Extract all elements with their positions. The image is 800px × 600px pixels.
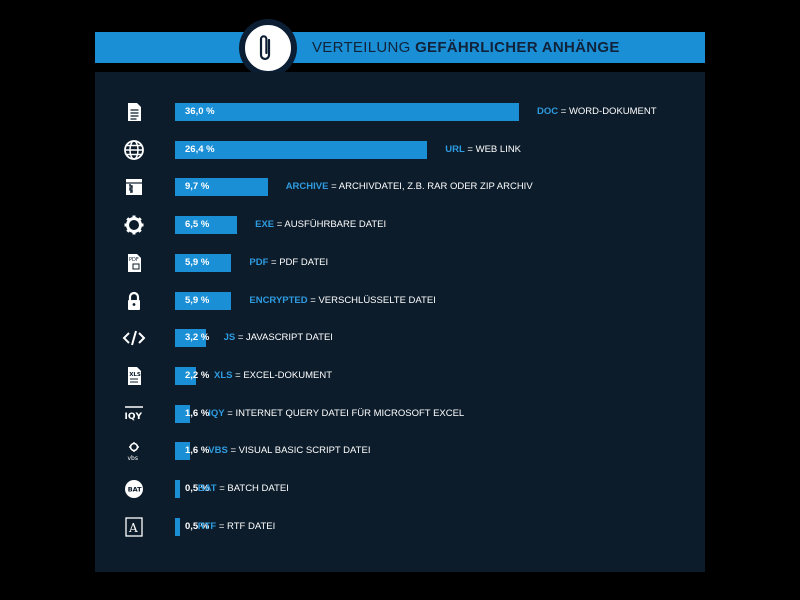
code-icon — [122, 326, 146, 350]
bar — [175, 480, 180, 498]
lock-icon — [122, 289, 146, 313]
category-code: BAT — [197, 483, 217, 494]
category-label: DOC = WORD-DOKUMENT — [537, 103, 657, 121]
category-description: = WORD-DOKUMENT — [558, 106, 657, 117]
iqy-icon: IQY — [122, 402, 146, 426]
bar-value-label: 1,6 % — [185, 445, 210, 457]
archive-icon — [122, 175, 146, 199]
bar — [175, 216, 238, 235]
svg-text:PDF: PDF — [129, 257, 139, 263]
category-code: URL — [445, 143, 465, 155]
category-label: VBS = VISUAL BASIC SCRIPT DATEI — [208, 442, 370, 460]
svg-text:BAT: BAT — [128, 486, 142, 494]
pdf-file-icon: PDF — [122, 251, 146, 275]
gear-icon — [122, 213, 146, 237]
vbs-icon: vbs — [122, 439, 146, 463]
bar-row: A 0,5 % RTF = RTF DATEI — [95, 515, 705, 539]
bar — [175, 517, 180, 536]
category-code: EXE — [255, 219, 275, 231]
svg-text:vbs: vbs — [128, 455, 139, 462]
bar — [175, 329, 206, 348]
category-code: VBS — [208, 445, 228, 457]
bar — [175, 404, 191, 423]
paperclip-icon — [259, 35, 271, 61]
xls-file-icon: XLS — [122, 364, 146, 388]
bar — [175, 291, 232, 310]
svg-text:IQY: IQY — [125, 412, 143, 422]
bar-value-label: 0,5 % — [185, 520, 210, 532]
category-description: = VISUAL BASIC SCRIPT DATEI — [227, 445, 371, 457]
title-bold: GEFÄHRLICHER ANHÄNGE — [415, 39, 620, 56]
category-label: ARCHIVE = ARCHIVDATEI, Z.B. RAR ODER ZIP… — [286, 178, 533, 196]
category-code: RTF — [197, 520, 217, 532]
category-code: ENCRYPTED — [249, 294, 308, 306]
chart-panel: 36,0 % DOC = WORD-DOKUMENT 26,4 % URL = WEB… — [95, 72, 705, 572]
bar-row: vbs 1,6 % VBS = VISUAL BASIC SCRIPT DATEI — [95, 439, 705, 463]
category-description: = BATCH DATEI — [216, 483, 289, 494]
category-description: = PDF DATEI — [268, 256, 329, 268]
bar — [175, 366, 197, 385]
category-description: = WEB LINK — [464, 143, 522, 155]
bar-row: BAT 0,5 % BAT = BATCH DATEI — [95, 480, 705, 498]
category-code: IQY — [208, 407, 225, 419]
bar — [175, 442, 191, 461]
chart-title: VERTEILUNG GEFÄHRLICHER ANHÄNGE — [312, 32, 620, 63]
bar-value-label: 6,5 % — [185, 219, 210, 231]
bar — [175, 253, 232, 272]
category-description: = RTF DATEI — [216, 520, 276, 532]
header-band — [95, 32, 705, 63]
category-description: = AUSFÜHRBARE DATEI — [274, 219, 387, 231]
bar-value-label: 5,9 % — [185, 294, 210, 306]
category-label: BAT = BATCH DATEI — [198, 480, 289, 498]
bar-row: 9,7 % ARCHIVE = ARCHIVDATEI, Z.B. RAR ODE… — [95, 175, 705, 199]
svg-text:A: A — [128, 521, 138, 535]
globe-icon — [122, 138, 146, 162]
bar-value-label: 5,9 % — [185, 256, 210, 268]
category-label: PDF = PDF DATEI — [249, 254, 328, 272]
bar-row: IQY 1,6 % IQY = INTERNET QUERY DATEI FÜR M… — [95, 402, 705, 426]
category-description: = EXCEL-DOKUMENT — [232, 369, 333, 381]
category-description: = ARCHIVDATEI, Z.B. RAR ODER ZIP ARCHIV — [328, 181, 533, 193]
header-badge — [239, 19, 297, 77]
category-label: XLS = EXCEL-DOKUMENT — [214, 367, 332, 385]
bar-value-label: 26,4 % — [185, 143, 215, 155]
category-description: = JAVASCRIPT DATEI — [235, 332, 333, 344]
category-label: JS = JAVASCRIPT DATEI — [224, 329, 333, 347]
bar-row: XLS 2,2 % XLS = EXCEL-DOKUMENT — [95, 364, 705, 388]
category-code: ARCHIVE — [285, 181, 329, 193]
bar — [175, 103, 519, 121]
bar-row: 26,4 % URL = WEB LINK — [95, 138, 705, 162]
category-code: XLS — [214, 369, 233, 381]
bat-icon: BAT — [122, 477, 146, 501]
document-icon — [122, 100, 146, 124]
category-label: EXE = AUSFÜHRBARE DATEI — [255, 216, 386, 234]
bar-row: 3,2 % JS = JAVASCRIPT DATEI — [95, 326, 705, 350]
bar-value-label: 3,2 % — [185, 332, 210, 344]
category-code: DOC — [537, 106, 559, 117]
bar — [175, 140, 428, 159]
bar-row: PDF 5,9 % PDF = PDF DATEI — [95, 251, 705, 275]
category-description: = INTERNET QUERY DATEI FÜR MICROSOFT EXC… — [224, 407, 465, 419]
category-label: URL = WEB LINK — [445, 141, 521, 159]
svg-text:XLS: XLS — [129, 372, 141, 378]
bar-value-label: 2,2 % — [185, 369, 210, 381]
category-code: JS — [223, 332, 236, 344]
category-label: RTF = RTF DATEI — [198, 518, 276, 536]
bar-row: 6,5 % EXE = AUSFÜHRBARE DATEI — [95, 213, 705, 237]
title-light: VERTEILUNG — [312, 39, 416, 56]
bar-value-label: 1,6 % — [185, 407, 210, 419]
bar-value-label: 0,5 % — [185, 483, 210, 494]
category-label: IQY = INTERNET QUERY DATEI FÜR MICROSOFT… — [208, 405, 464, 423]
rtf-file-icon: A — [122, 515, 146, 539]
bar-row: 5,9 % ENCRYPTED = VERSCHLÜSSELTE DATEI — [95, 289, 705, 313]
category-label: ENCRYPTED = VERSCHLÜSSELTE DATEI — [249, 292, 435, 310]
bar-row: 36,0 % DOC = WORD-DOKUMENT — [95, 103, 705, 121]
bar — [175, 178, 268, 197]
category-description: = VERSCHLÜSSELTE DATEI — [307, 294, 436, 306]
category-code: PDF — [249, 256, 269, 268]
bar-value-label: 36,0 % — [185, 106, 215, 117]
bar-value-label: 9,7 % — [185, 181, 210, 193]
